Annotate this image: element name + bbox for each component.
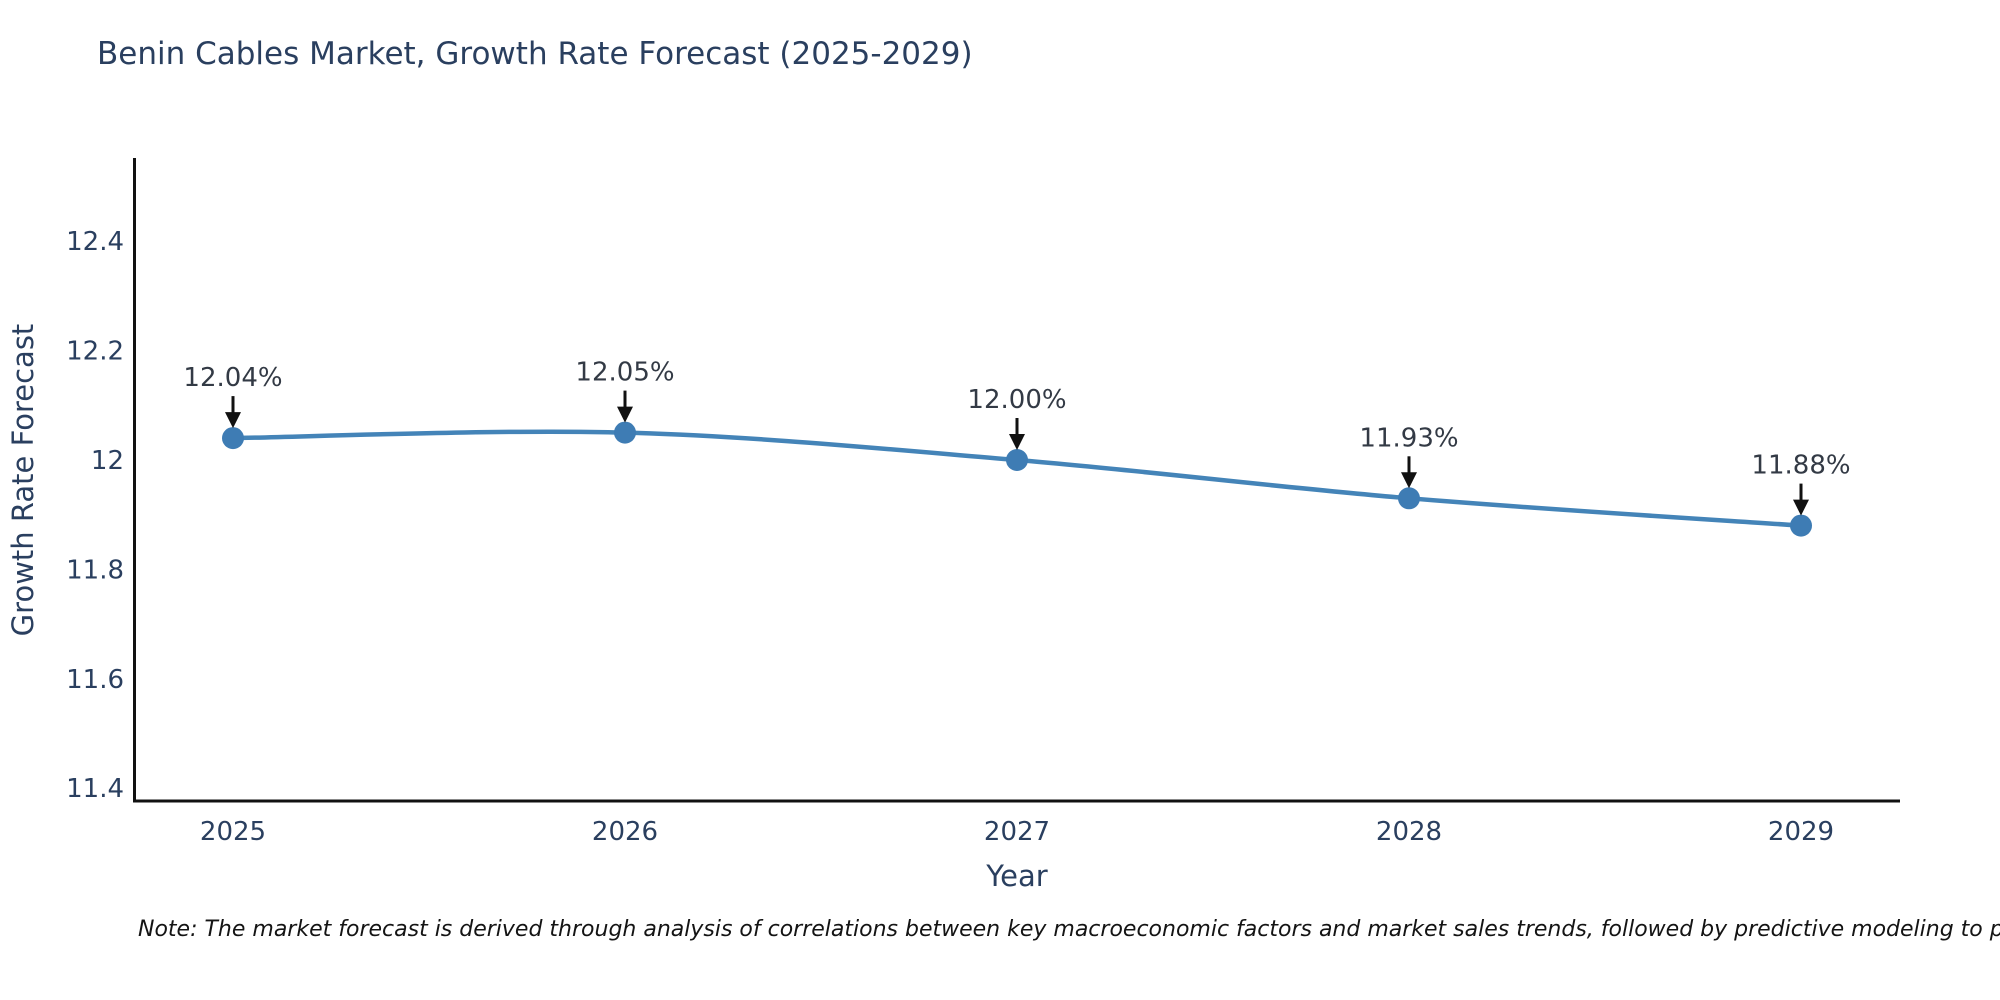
data-point-label: 12.04% xyxy=(183,363,282,393)
data-point-2026[interactable] xyxy=(614,421,636,444)
data-point-2029[interactable] xyxy=(1790,514,1812,537)
forecast-line-series xyxy=(222,421,1812,537)
data-point-2028[interactable] xyxy=(1398,487,1420,510)
y-tick-label: 11.6 xyxy=(66,665,124,695)
y-tick-label: 11.4 xyxy=(66,774,124,804)
x-axis-title: Year xyxy=(985,859,1047,893)
x-tick-label: 2025 xyxy=(200,817,266,847)
data-point-2025[interactable] xyxy=(222,427,244,450)
x-tick-label: 2028 xyxy=(1376,817,1442,847)
data-point-2027[interactable] xyxy=(1006,449,1028,471)
annotation-arrow-head xyxy=(225,412,241,429)
y-axis-title: Growth Rate Forecast xyxy=(6,324,40,637)
chart-title: Benin Cables Market, Growth Rate Forecas… xyxy=(97,36,973,72)
y-tick-label: 12.4 xyxy=(66,227,124,257)
data-point-label: 12.00% xyxy=(967,385,1066,415)
x-tick-label: 2029 xyxy=(1768,817,1834,847)
y-axis-tick-labels: 11.4 11.6 11.8 12 12.2 12.4 xyxy=(66,227,124,804)
y-tick-label: 11.8 xyxy=(66,555,124,585)
x-tick-label: 2027 xyxy=(984,817,1050,847)
data-point-label: 11.88% xyxy=(1751,451,1850,481)
y-tick-label: 12.2 xyxy=(66,337,124,367)
x-tick-label: 2026 xyxy=(592,817,658,847)
data-point-label: 11.93% xyxy=(1359,423,1458,453)
y-tick-label: 12 xyxy=(91,446,124,476)
point-annotations: 12.04% 12.05% 12.00% 11.93% 11.88% xyxy=(183,358,1851,516)
annotation-arrow-head xyxy=(1793,499,1809,516)
annotation-arrow-head xyxy=(1401,472,1417,489)
annotation-arrow-head xyxy=(617,406,633,423)
x-axis-tick-labels: 2025 2026 2027 2028 2029 xyxy=(200,817,1834,847)
data-point-label: 12.05% xyxy=(575,358,674,388)
annotation-arrow-head xyxy=(1009,434,1025,450)
footnote: Note: The market forecast is derived thr… xyxy=(138,917,2000,942)
